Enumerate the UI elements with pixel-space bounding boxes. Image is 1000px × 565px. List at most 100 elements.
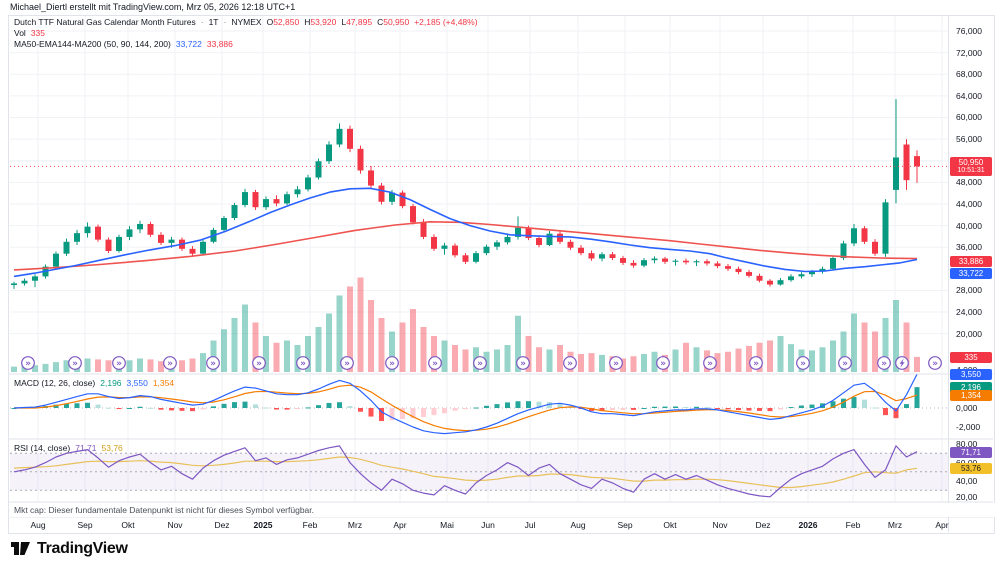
candle-body: [504, 236, 511, 243]
volume-bar: [777, 336, 784, 372]
contract-rollover-icon[interactable]: [340, 356, 354, 370]
contract-rollover-icon[interactable]: [163, 356, 177, 370]
volume-bar: [84, 358, 91, 372]
rsi-tick-label: 80,00: [956, 439, 978, 450]
candle-body: [126, 229, 133, 237]
macd-histogram-bar: [641, 408, 647, 409]
volume-bar: [347, 286, 353, 372]
macd-histogram-bar: [421, 408, 426, 418]
volume-bar: [840, 331, 847, 372]
macd-histogram-bar: [263, 407, 269, 409]
contract-rollover-icon[interactable]: [877, 356, 891, 370]
volume-bar: [42, 363, 49, 372]
price-scale[interactable]: 76,00072,00068,00064,00060,00056,00052,0…: [949, 15, 993, 532]
contract-rollover-icon[interactable]: [296, 356, 310, 370]
volume-bar: [672, 349, 679, 372]
macd-histogram-bar: [74, 403, 80, 408]
macd-value-label: 2,196: [950, 382, 992, 394]
volume-bar: [242, 304, 248, 372]
macd-histogram-bar: [190, 408, 195, 412]
macd-histogram-bar: [526, 401, 531, 408]
macd-histogram-bar: [337, 402, 342, 408]
volume-bar: [137, 358, 143, 372]
contract-rollover-icon[interactable]: [703, 356, 717, 370]
chevron-right-icon: »: [210, 359, 216, 369]
macd-histogram-bar: [358, 408, 363, 412]
macd-histogram-bar: [368, 408, 374, 417]
time-axis-month-label: Nov: [167, 520, 183, 530]
candle-body: [515, 227, 521, 237]
volume-bar: [882, 318, 889, 372]
contract-rollover-icon[interactable]: [385, 356, 399, 370]
contract-rollover-icon[interactable]: [749, 356, 763, 370]
contract-rollover-icon[interactable]: [796, 356, 810, 370]
candle-body: [105, 239, 112, 251]
time-scale[interactable]: Aug Sep Okt Nov Dez 2025 Feb Mrz Apr Mai Jun Jul Aug…: [9, 518, 948, 532]
volume-legend-row[interactable]: Vol 335: [14, 28, 45, 38]
volume-bar: [641, 354, 647, 372]
time-axis-month-label: Sep: [77, 520, 93, 530]
volume-bar: [819, 347, 826, 372]
candle-body: [683, 260, 689, 263]
symbol-legend-row[interactable]: Dutch TTF Natural Gas Calendar Month Fut…: [14, 17, 478, 27]
volume-bar: [588, 353, 595, 372]
contract-rollover-icon[interactable]: [206, 356, 220, 370]
candle-body: [914, 156, 920, 167]
time-axis-month-label: Feb: [302, 520, 318, 530]
contract-rollover-icon[interactable]: [21, 356, 35, 370]
ma-title: MA50-EMA144-MA200 (50, 90, 144, 200): [14, 39, 171, 49]
contract-rollover-icon[interactable]: [428, 356, 442, 370]
candle-body: [168, 239, 175, 243]
contract-rollover-icon[interactable]: [516, 356, 530, 370]
candle-body: [95, 226, 101, 240]
macd-tick-label: -2,000: [956, 422, 981, 432]
volume-bar: [189, 358, 196, 372]
macd-signal-line: [14, 384, 918, 432]
volume-bar: [494, 349, 500, 372]
price-tick-label: 44,000: [956, 198, 982, 209]
contract-rollover-icon[interactable]: [563, 356, 577, 370]
candle-body: [777, 280, 784, 285]
candle-body: [158, 234, 164, 243]
candle-body: [809, 271, 815, 275]
candle-body: [693, 261, 700, 263]
time-axis-month-label: Aug: [30, 520, 46, 530]
volume-bar: [273, 342, 280, 372]
rsi-ma-line: [13, 456, 918, 489]
macd-histogram-bar: [116, 408, 122, 410]
rsi-legend-row[interactable]: RSI (14, close) 71,71 53,76: [14, 443, 123, 453]
macd-histogram-bar: [64, 403, 69, 408]
close-value: C50,950: [377, 17, 410, 27]
candle-body: [53, 253, 59, 267]
contract-rollover-icon[interactable]: [473, 356, 487, 370]
time-axis-month-label: Okt: [121, 520, 135, 530]
macd-histogram-bar: [295, 408, 300, 410]
price-tick-label: 48,000: [956, 177, 982, 188]
contract-rollover-icon[interactable]: [609, 356, 623, 370]
candle-body: [714, 263, 721, 267]
volume-bar: [126, 360, 133, 372]
candle-body: [483, 246, 490, 254]
tradingview-logo-icon: [11, 542, 30, 555]
candle-body: [588, 253, 595, 259]
contract-rollover-icon[interactable]: [838, 356, 852, 370]
chevron-right-icon: »: [72, 359, 78, 369]
rsi-tick-label: 40,00: [956, 476, 978, 487]
candle-body: [84, 226, 91, 234]
ma-fast-value: 33,722: [175, 39, 202, 49]
contract-rollover-icon[interactable]: [928, 356, 942, 370]
rsi-title: RSI (14, close): [14, 443, 71, 453]
macd-legend-row[interactable]: MACD (12, 26, close) 2,196 3,550 1,354: [14, 378, 174, 388]
tradingview-logo[interactable]: TradingView: [10, 538, 128, 559]
contract-rollover-icon[interactable]: [656, 356, 670, 370]
volume-bar: [63, 360, 70, 372]
volume-bar: [179, 360, 185, 372]
volume-bar: [105, 360, 112, 372]
candle-body: [872, 241, 878, 254]
contract-rollover-icon[interactable]: [252, 356, 266, 370]
contract-rollover-icon[interactable]: [68, 356, 82, 370]
ma-legend-row[interactable]: MA50-EMA144-MA200 (50, 90, 144, 200) 33,…: [14, 39, 233, 49]
macd-tick-label: 0,000: [956, 403, 978, 413]
contract-rollover-icon[interactable]: [112, 356, 126, 370]
